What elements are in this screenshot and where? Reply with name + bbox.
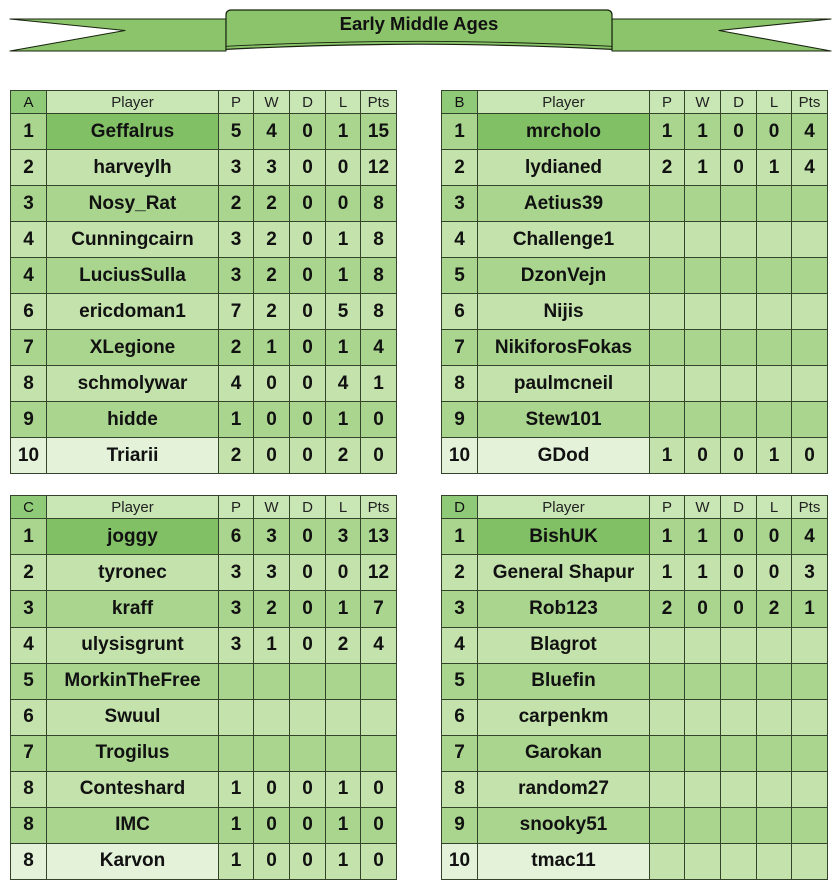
svg-text:Early Middle Ages: Early Middle Ages	[340, 13, 499, 34]
